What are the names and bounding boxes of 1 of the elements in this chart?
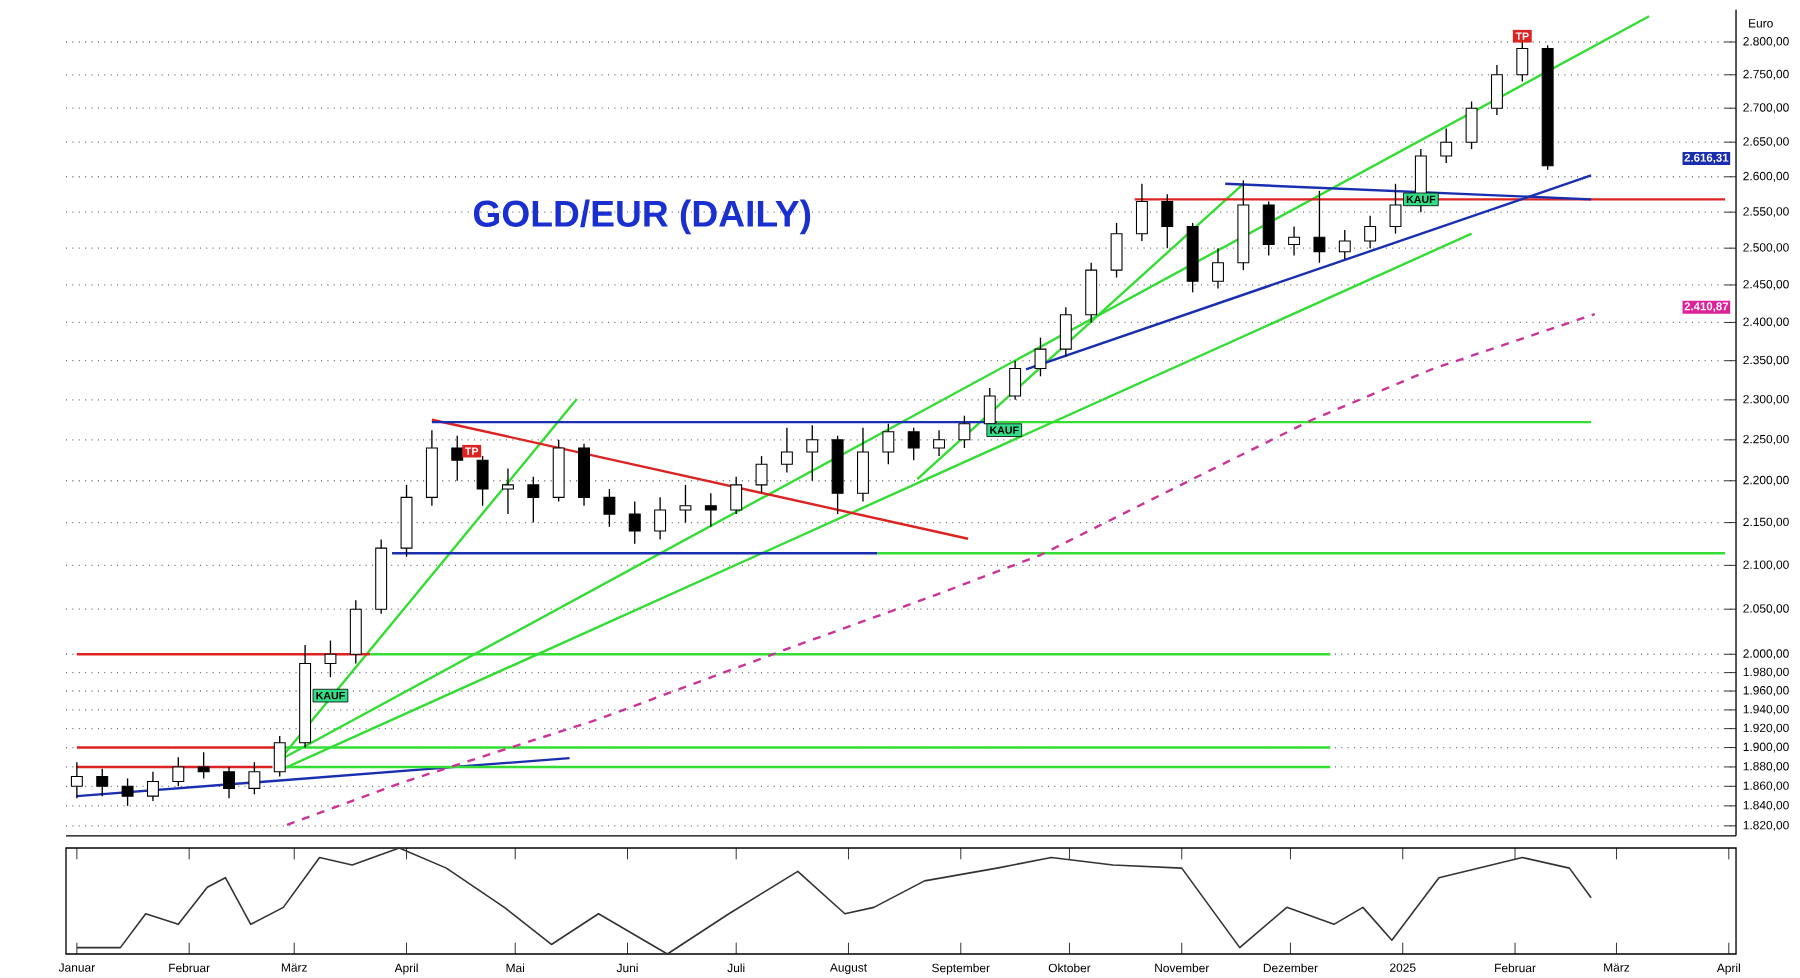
text: GOLD/EUR (DAILY) [473,199,811,235]
